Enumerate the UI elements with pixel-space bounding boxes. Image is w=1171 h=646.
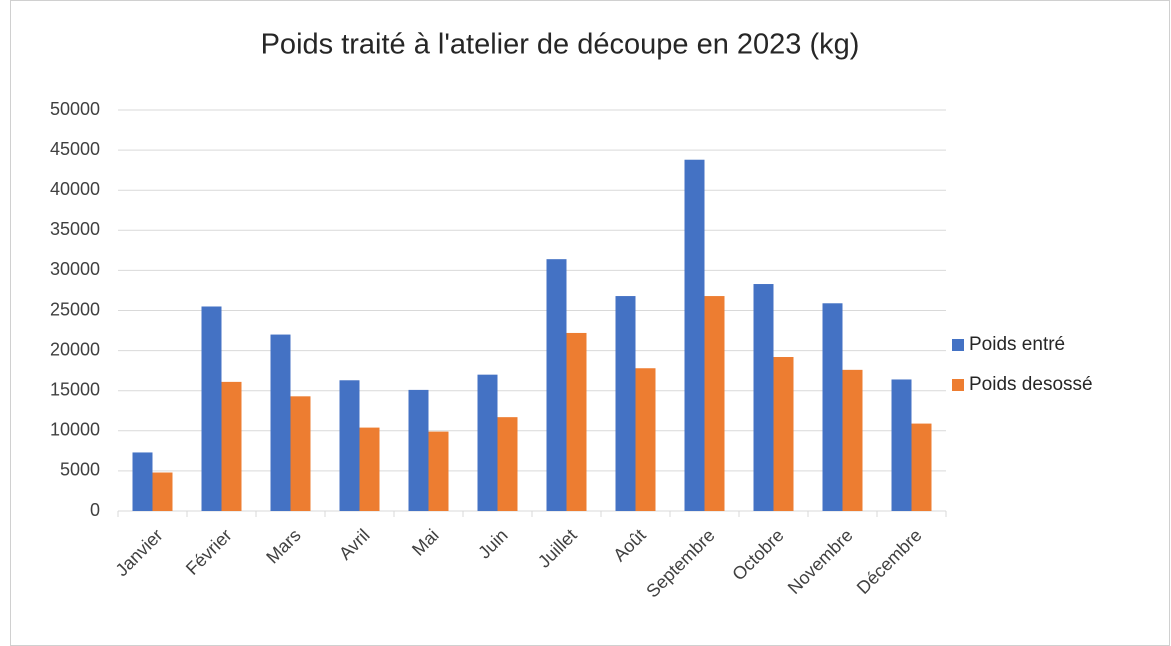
y-tick-label: 40000	[50, 179, 100, 199]
legend-swatch	[952, 379, 964, 391]
bar	[201, 306, 222, 511]
y-tick-label: 15000	[50, 379, 100, 399]
bar	[704, 296, 725, 511]
bar	[615, 296, 636, 511]
bar	[822, 303, 843, 511]
legend-label: Poids entré	[969, 334, 1065, 355]
bar	[911, 423, 932, 511]
bar	[408, 389, 429, 511]
bar	[842, 369, 863, 511]
y-tick-label: 0	[90, 500, 100, 520]
bar	[497, 417, 518, 511]
y-tick-label: 30000	[50, 259, 100, 279]
bar	[566, 332, 587, 511]
legend-swatch	[952, 339, 964, 351]
bar	[221, 381, 242, 511]
bar	[270, 334, 291, 511]
bar	[635, 368, 656, 511]
bar	[428, 431, 449, 511]
legend-label: Poids desossé	[969, 374, 1093, 395]
y-tick-label: 45000	[50, 139, 100, 159]
y-tick-label: 5000	[60, 460, 100, 480]
bar	[477, 374, 498, 511]
bar	[290, 396, 311, 511]
bar	[753, 284, 774, 511]
bar	[546, 259, 567, 511]
y-tick-label: 50000	[50, 99, 100, 119]
bar	[891, 379, 912, 511]
chart-border	[10, 0, 1170, 646]
bar	[684, 159, 705, 511]
bar	[773, 357, 794, 511]
y-tick-label: 35000	[50, 219, 100, 239]
bar	[359, 427, 380, 511]
y-tick-label: 20000	[50, 339, 100, 359]
bar	[152, 472, 173, 511]
y-tick-label: 25000	[50, 299, 100, 319]
bar	[132, 452, 153, 511]
bar	[339, 380, 360, 511]
y-tick-label: 10000	[50, 420, 100, 440]
chart-title: Poids traité à l'atelier de découpe en 2…	[261, 29, 860, 61]
